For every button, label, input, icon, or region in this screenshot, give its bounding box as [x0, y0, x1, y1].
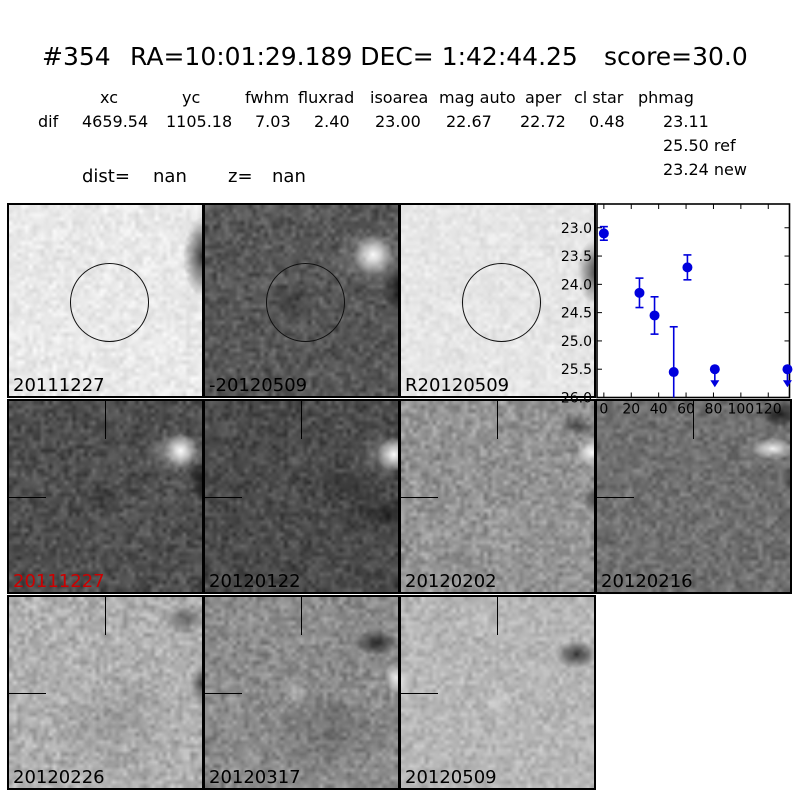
cutout-label: 20120226 — [13, 769, 105, 787]
col-header-fwhm: fwhm — [245, 90, 289, 106]
col-header-yc: yc — [182, 90, 200, 106]
col-header-fluxrad: fluxrad — [298, 90, 354, 106]
value-yc: 1105.18 — [166, 114, 232, 130]
cutout-label: 20120122 — [209, 573, 301, 591]
crosshair-tick-vertical — [497, 401, 499, 439]
cutout-label: -20120509 — [209, 377, 307, 395]
cutout-label: R20120509 — [405, 377, 509, 395]
cutout-label: 20120216 — [601, 573, 693, 591]
value-aper: 22.72 — [520, 114, 566, 130]
value-cl-star: 0.48 — [589, 114, 625, 130]
dist-value: nan — [153, 168, 187, 186]
crosshair-tick-vertical — [105, 401, 107, 439]
cutout-epoch-20120122: 20120122 — [203, 399, 400, 594]
dist-label: dist= — [82, 168, 130, 186]
aperture-circle-icon — [70, 263, 149, 341]
value-xc: 4659.54 — [82, 114, 148, 130]
col-header-phmag: phmag — [638, 90, 694, 106]
value-isoarea: 23.00 — [375, 114, 421, 130]
value-fwhm: 7.03 — [255, 114, 291, 130]
crosshair-tick-vertical — [301, 597, 303, 635]
cutout-label: 20111227 — [13, 377, 105, 395]
value-mag-auto: 22.67 — [446, 114, 492, 130]
redshift-value: nan — [272, 168, 306, 186]
cutout-epoch-20111227: 20111227 — [7, 399, 204, 594]
crosshair-tick-horizontal — [205, 693, 242, 695]
cutout-ref-R20120509: R20120509 — [399, 203, 596, 398]
candidate-inspection-page: { "header": { "id": "#354", "coords": "R… — [0, 0, 800, 800]
cutout-new-20111227: 20111227 — [7, 203, 204, 398]
redshift-label: z= — [228, 168, 253, 186]
value-phmag-ref: 25.50 ref — [663, 138, 736, 154]
crosshair-tick-horizontal — [597, 497, 634, 499]
value-phmag-dif: 23.11 — [663, 114, 709, 130]
cutout-epoch-20120202: 20120202 — [399, 399, 596, 594]
aperture-circle-icon — [266, 263, 345, 341]
candidate-coords: RA=10:01:29.189 DEC= 1:42:44.25 — [130, 44, 578, 69]
cutout-label: 20120509 — [405, 769, 497, 787]
cutout-label: 20111227 — [13, 573, 105, 591]
row-label-dif: dif — [38, 114, 58, 130]
cutout-label: 20120202 — [405, 573, 497, 591]
cutout-epoch-20120226: 20120226 — [7, 595, 204, 790]
crosshair-tick-vertical — [301, 401, 303, 439]
value-phmag-new: 23.24 new — [663, 162, 747, 178]
crosshair-tick-vertical — [497, 597, 499, 635]
col-header-xc: xc — [100, 90, 118, 106]
candidate-id: #354 — [42, 44, 111, 69]
col-header-aper: aper — [525, 90, 561, 106]
aperture-circle-icon — [462, 263, 541, 341]
cutout-epoch-20120509: 20120509 — [399, 595, 596, 790]
crosshair-tick-horizontal — [9, 693, 46, 695]
candidate-score: score=30.0 — [604, 44, 748, 69]
crosshair-tick-vertical — [693, 401, 695, 439]
col-header-cl-star: cl star — [574, 90, 623, 106]
crosshair-tick-horizontal — [205, 497, 242, 499]
crosshair-tick-horizontal — [401, 693, 438, 695]
col-header-mag-auto: mag auto — [439, 90, 516, 106]
cutout-epoch-20120317: 20120317 — [203, 595, 400, 790]
col-header-isoarea: isoarea — [370, 90, 428, 106]
crosshair-tick-horizontal — [401, 497, 438, 499]
crosshair-tick-vertical — [105, 597, 107, 635]
cutout-epoch-20120216: 20120216 — [595, 399, 792, 594]
cutout-dif--20120509: -20120509 — [203, 203, 400, 398]
crosshair-tick-horizontal — [9, 497, 46, 499]
value-fluxrad: 2.40 — [314, 114, 350, 130]
cutout-label: 20120317 — [209, 769, 301, 787]
